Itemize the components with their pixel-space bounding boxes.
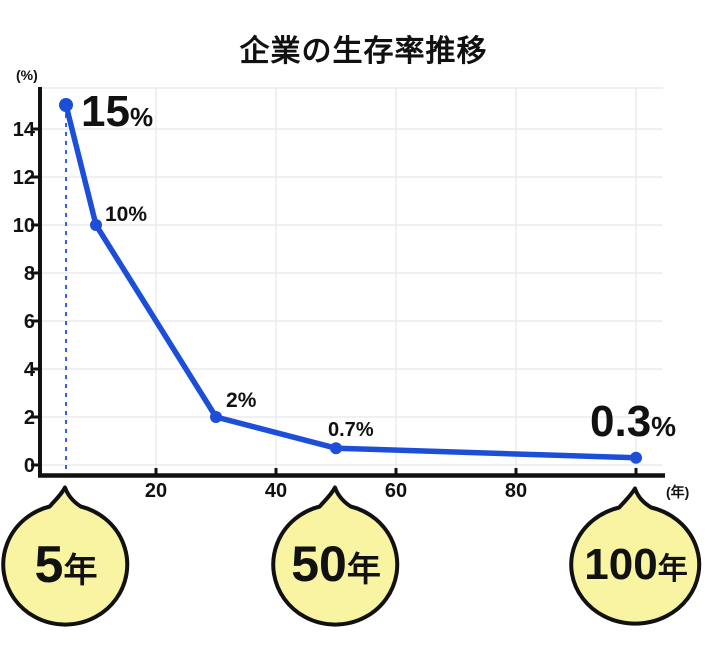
data-point-label: 2% — [226, 389, 257, 412]
callout-label: 5年 — [35, 536, 98, 594]
x-tick-label: 40 — [265, 480, 287, 502]
data-point-label: 10% — [105, 203, 147, 226]
y-unit-label: (%) — [16, 67, 38, 83]
data-point — [210, 411, 222, 423]
data-point-label: 0.7% — [328, 419, 374, 441]
gridlines — [38, 87, 663, 476]
x-unit-label: (年) — [666, 484, 689, 500]
data-point — [630, 451, 642, 464]
data-point-label: 0.3% — [590, 397, 676, 446]
series-line-survival-rate — [63, 102, 639, 461]
x-tick-label: 60 — [385, 480, 407, 502]
chart-title: 企業の生存率推移 — [239, 35, 488, 68]
callout-bubble-shape — [271, 485, 400, 627]
y-tick-label: 2 — [24, 407, 35, 429]
callout-label: 50年 — [291, 536, 381, 592]
callout-label: 100年 — [584, 540, 687, 589]
callout-bubble-shape — [1, 485, 130, 627]
data-point — [330, 442, 342, 455]
data-point — [59, 98, 73, 112]
axes — [31, 87, 665, 478]
callout-bubble-5年: 5年 — [1, 485, 130, 627]
y-tick-label: 12 — [13, 167, 35, 189]
x-tick-label: 80 — [505, 480, 527, 502]
y-tick-label: 14 — [13, 119, 36, 141]
y-tick-label: 8 — [24, 263, 35, 285]
tick-labels: 0 2 4 6 8 10 12 14 20 40 60 80 (%) (年) — [13, 67, 690, 502]
y-tick-label: 0 — [24, 455, 35, 477]
x-tick-label: 20 — [145, 480, 167, 502]
data-point-label: 15% — [81, 87, 153, 136]
y-tick-label: 6 — [24, 311, 35, 333]
data-point — [90, 219, 102, 231]
y-tick-label: 10 — [13, 215, 35, 237]
y-tick-label: 4 — [24, 359, 36, 381]
callout-bubble-100年: 100年 — [569, 486, 702, 626]
callout-bubble-50年: 50年 — [271, 485, 400, 627]
callout-bubble-shape — [569, 486, 702, 626]
